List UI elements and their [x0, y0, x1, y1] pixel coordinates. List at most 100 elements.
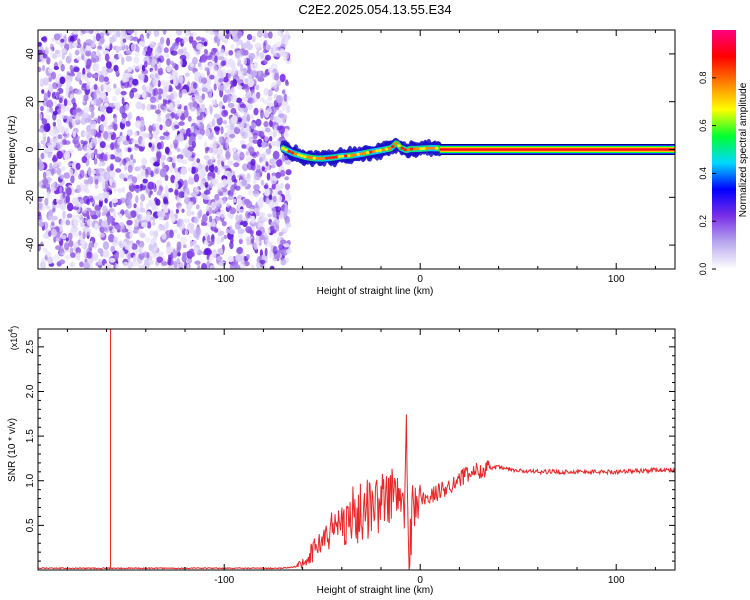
noise-blob [235, 254, 242, 263]
noise-blob [92, 58, 97, 64]
ridge-core [434, 146, 439, 150]
snr-ticks: -100 0 100 0.5 1.0 1.5 2.0 2.5 [25, 329, 675, 586]
noise-blob [201, 93, 205, 100]
noise-blob [263, 121, 269, 127]
noise-blob [70, 261, 74, 268]
y-tick-label: 2.5 [25, 339, 36, 353]
ridge-core [290, 151, 295, 155]
noise-blob [147, 47, 152, 57]
noise-blob [152, 220, 156, 226]
spectrogram-ticks: -100 0 100 -40 -20 0 20 40 [25, 30, 675, 285]
spectrogram-ridge [280, 137, 443, 168]
noise-blob [167, 256, 172, 266]
noise-blob [188, 138, 193, 146]
noise-blob [59, 245, 64, 255]
noise-blob [183, 244, 187, 249]
noise-blob [102, 241, 110, 250]
ridge-core [337, 155, 342, 158]
noise-blob [231, 174, 236, 183]
noise-blob [65, 195, 71, 204]
noise-blob [205, 146, 210, 151]
noise-blob [221, 157, 226, 162]
noise-blob [59, 203, 67, 211]
noise-blob [245, 123, 250, 128]
noise-blob [101, 212, 106, 216]
ridge-core [359, 152, 364, 156]
noise-blob [237, 85, 243, 90]
noise-blob [174, 124, 180, 129]
noise-blob [256, 91, 261, 99]
noise-blob [250, 69, 256, 77]
noise-blob [134, 30, 138, 36]
noise-blob [188, 209, 192, 215]
noise-blob [218, 261, 226, 267]
noise-blob [264, 239, 271, 247]
noise-blob [38, 213, 42, 220]
noise-blob [83, 145, 88, 152]
noise-blob [117, 52, 123, 59]
noise-blob [173, 229, 178, 234]
noise-blob [163, 47, 169, 54]
noise-blob [94, 222, 99, 231]
noise-blob [274, 124, 278, 131]
noise-blob [110, 142, 115, 151]
noise-blob [260, 109, 264, 119]
noise-blob [202, 171, 207, 177]
noise-blob [249, 206, 254, 214]
noise-blob [184, 230, 188, 235]
noise-blob [169, 164, 173, 174]
noise-blob [267, 89, 273, 97]
noise-blob [108, 30, 113, 36]
noise-blob [274, 183, 281, 192]
noise-blob [149, 86, 153, 93]
noise-blob [124, 81, 129, 89]
noise-blob [135, 187, 140, 193]
colorbar-bar [712, 30, 736, 269]
noise-blob [239, 63, 244, 72]
noise-blob [184, 72, 190, 77]
noise-blob [44, 205, 51, 210]
noise-blob [88, 262, 93, 269]
noise-blob [173, 167, 179, 173]
noise-blob [205, 221, 212, 228]
noise-blob [183, 109, 189, 118]
snr-xlabel: Height of straight line (km) [317, 585, 434, 596]
noise-blob [157, 67, 163, 76]
ridge-core [409, 147, 414, 151]
noise-blob [220, 236, 224, 243]
ridge-core [340, 154, 345, 158]
noise-blob [70, 175, 75, 184]
noise-blob [152, 205, 159, 211]
noise-blob [193, 246, 199, 254]
noise-blob [176, 196, 182, 203]
noise-blob [276, 159, 283, 168]
noise-blob [193, 173, 200, 183]
noise-blob [102, 249, 110, 258]
noise-blob [95, 33, 101, 42]
noise-blob [108, 170, 116, 179]
ridge-core [400, 146, 405, 150]
noise-blob [175, 37, 180, 44]
noise-blob [259, 259, 266, 264]
noise-blob [63, 105, 71, 112]
noise-blob [215, 216, 221, 222]
noise-blob [228, 255, 234, 263]
noise-blob [158, 251, 164, 257]
noise-blob [178, 58, 183, 67]
noise-blob [132, 229, 139, 234]
noise-blob [129, 233, 133, 238]
noise-blob [97, 258, 103, 266]
noise-blob [242, 83, 248, 89]
noise-blob [82, 195, 90, 204]
noise-blob [98, 162, 102, 167]
noise-blob [260, 97, 265, 103]
noise-blob [285, 193, 292, 202]
noise-blob [164, 146, 170, 155]
noise-blob [186, 263, 190, 269]
snr-multiplier: (x104) [8, 326, 19, 350]
noise-blob [239, 175, 243, 180]
figure-title: C2E2.2025.054.13.55.E34 [298, 2, 451, 17]
noise-blob [133, 131, 138, 137]
noise-blob [205, 204, 210, 211]
noise-blob [272, 150, 280, 160]
